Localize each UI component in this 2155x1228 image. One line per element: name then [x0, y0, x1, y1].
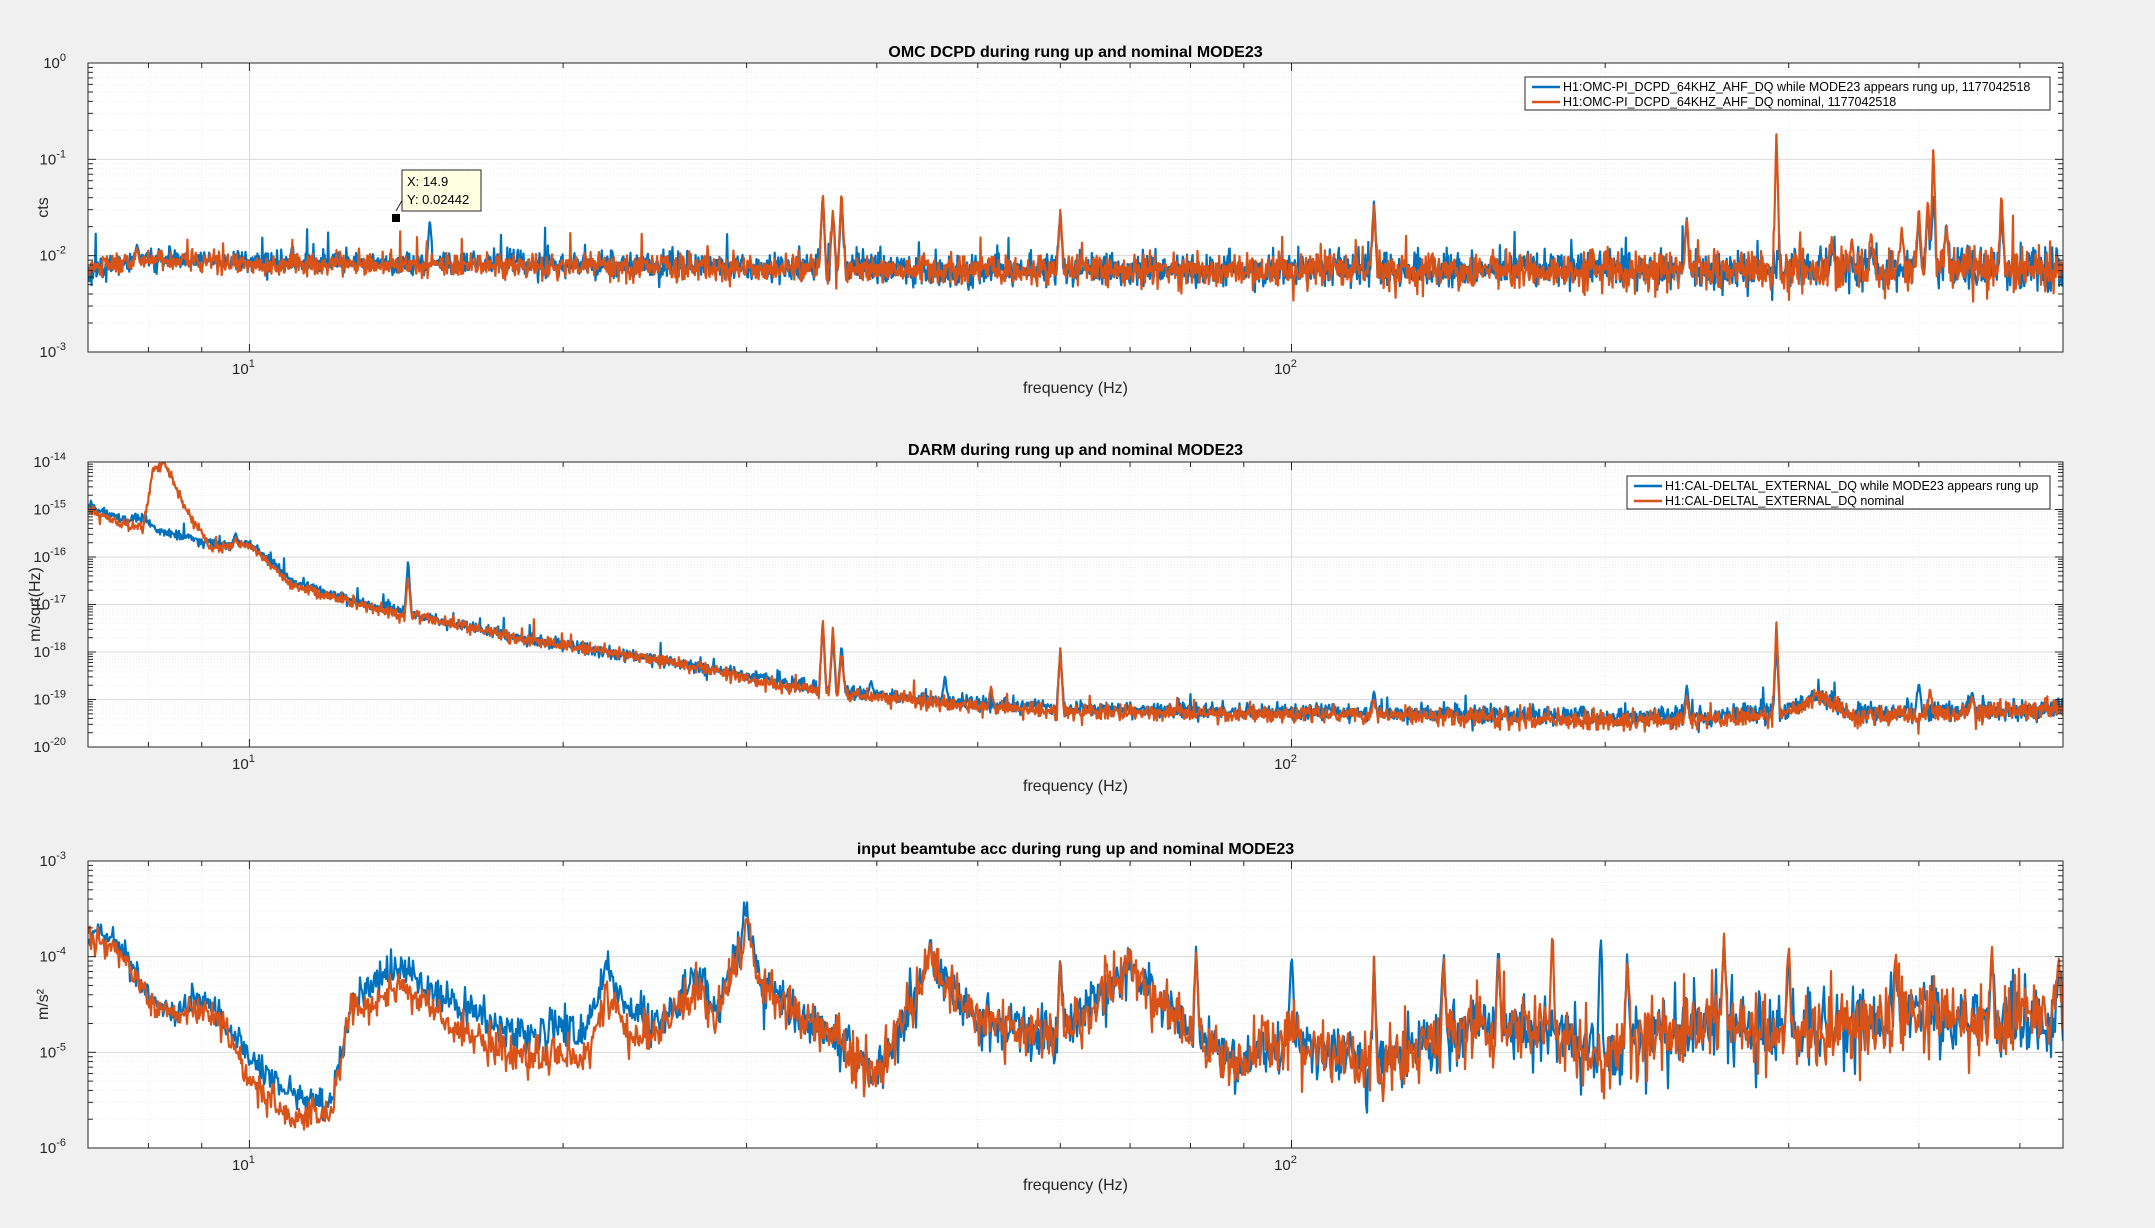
y-tick-label: 10-5 — [40, 1041, 66, 1061]
y-tick-label: 10-4 — [40, 946, 66, 966]
plot-area — [88, 462, 2063, 735]
y-tick-label: 10-15 — [33, 499, 66, 519]
legend-entry-0: H1:OMC-PI_DCPD_64KHZ_AHF_DQ while MODE23… — [1563, 80, 2030, 94]
ticks: 101 102 10-6 10-5 10-4 10-3 — [40, 850, 2063, 1174]
y-tick-label: 10-3 — [40, 850, 66, 870]
series-lines — [88, 901, 2063, 1131]
chart-title: DARM during rung up and nominal MODE23 — [908, 442, 1243, 459]
chart-title: OMC DCPD during rung up and nominal MODE… — [888, 44, 1262, 61]
series-lines — [88, 462, 2063, 735]
ticks: 101 102 10-3 10-2 10-1 100 — [40, 52, 2063, 378]
axes-box — [87, 860, 2064, 1149]
y-tick-label: 10-16 — [33, 546, 66, 566]
legend-entry-0: H1:CAL-DELTAL_EXTERNAL_DQ while MODE23 a… — [1665, 479, 2038, 493]
series-line-1 — [88, 917, 2063, 1131]
y-tick-label: 10-6 — [40, 1137, 66, 1157]
y-tick-label: 10-17 — [33, 594, 66, 614]
axes-omc-dcpd: 101 102 10-3 10-2 10-1 100 OMC DCPD during ru… — [35, 44, 2064, 397]
plot-area — [88, 133, 2063, 303]
ticks: 101 102 10-20 10-19 10-18 10-17 10-16 10-15 10-1… — [33, 451, 2063, 773]
y-axis-label: cts — [35, 197, 52, 217]
y-tick-label: 10-18 — [33, 641, 66, 661]
series-line-1 — [88, 462, 2063, 735]
legend: H1:CAL-DELTAL_EXTERNAL_DQ while MODE23 a… — [1626, 475, 2051, 510]
chart-title: input beamtube acc during rung up and no… — [857, 841, 1294, 858]
data-tip-y-label: Y: 0.02442 — [407, 192, 469, 207]
series-line-1 — [88, 133, 2063, 303]
data-tip-marker — [392, 214, 400, 222]
x-tick-label: 101 — [232, 753, 255, 773]
y-axis-label: m/sqrt(Hz) — [27, 567, 44, 642]
x-tick-label: 101 — [232, 1154, 255, 1174]
y-tick-label: 10-2 — [40, 245, 66, 265]
x-tick-label: 102 — [1274, 753, 1297, 773]
series-lines — [88, 133, 2063, 303]
y-tick-label: 10-19 — [33, 689, 66, 709]
legend: H1:OMC-PI_DCPD_64KHZ_AHF_DQ while MODE23… — [1524, 76, 2051, 111]
x-axis-label: frequency (Hz) — [1023, 1177, 1128, 1194]
axes-beamtube-acc: 101 102 10-6 10-5 10-4 10-3 input beamtube ac… — [35, 841, 2064, 1194]
x-tick-label: 102 — [1274, 358, 1297, 378]
data-tip-box — [401, 169, 482, 212]
data-tip-x-label: X: 14.9 — [407, 174, 448, 189]
legend-entry-1: H1:OMC-PI_DCPD_64KHZ_AHF_DQ nominal, 117… — [1563, 95, 1896, 109]
x-tick-label: 101 — [232, 358, 255, 378]
legend-entry-1: H1:CAL-DELTAL_EXTERNAL_DQ nominal — [1665, 494, 1904, 508]
y-axis-label: m/s² — [35, 988, 52, 1020]
x-tick-label: 102 — [1274, 1154, 1297, 1174]
y-tick-label: 10-20 — [33, 736, 66, 756]
axes-darm: 101 102 10-20 10-19 10-18 10-17 10-16 10-15 10-1… — [27, 442, 2064, 795]
data-tip[interactable]: X: 14.9 Y: 0.02442 — [392, 169, 482, 222]
x-axis-label: frequency (Hz) — [1023, 380, 1128, 397]
y-tick-label: 10-1 — [40, 148, 66, 168]
y-tick-label: 10-14 — [33, 451, 66, 471]
axes-box — [87, 62, 2064, 353]
y-tick-label: 10-3 — [40, 341, 66, 361]
x-axis-label: frequency (Hz) — [1023, 778, 1128, 795]
legend-box — [1626, 475, 2051, 510]
plot-area — [88, 901, 2063, 1131]
grid — [87, 462, 2063, 748]
y-tick-label: 100 — [43, 52, 66, 72]
legend-box — [1524, 76, 2051, 111]
